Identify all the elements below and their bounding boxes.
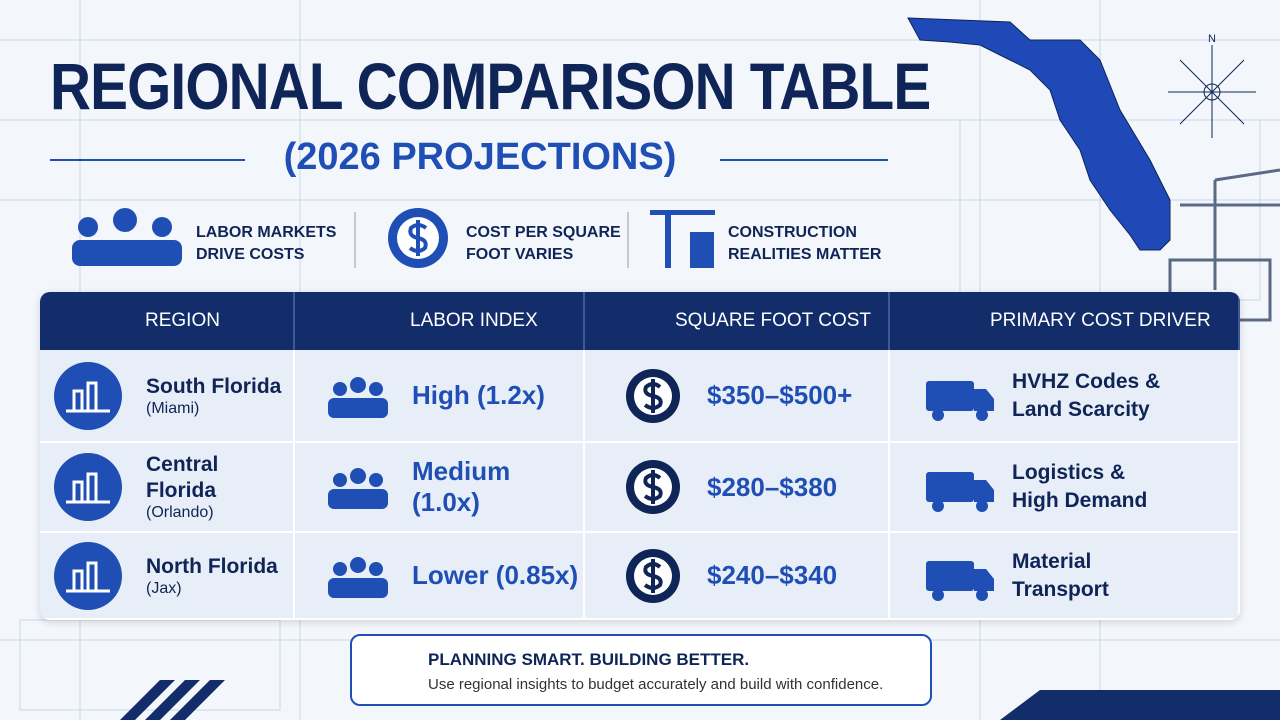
workers-icon (72, 208, 182, 266)
driver-line: Logistics & (1012, 461, 1126, 484)
square-foot-cost: $350–$500+ (707, 380, 853, 410)
driver-cell: Material Transport (890, 533, 1240, 620)
highlight: COST PER SQUARE FOOT VARIES (466, 222, 621, 266)
region-cell: North Florida (Jax) (40, 533, 295, 620)
region-name: South Florida (146, 374, 282, 398)
region-name: Central Florida (146, 453, 219, 502)
cost-icon (626, 460, 680, 514)
cost-cell: $280–$380 (585, 443, 890, 533)
header-cell: LABOR INDEX (295, 292, 585, 350)
comparison-table: REGION LABOR INDEX SQUARE FOOT COST PRIMARY… (40, 292, 1240, 620)
footer-box: PLANNING SMART. BUILDING BETTER. Use reg… (350, 634, 932, 706)
highlight: CONSTRUCTION REALITIES MATTER (728, 222, 881, 266)
driver-text: Material Transport (1012, 548, 1109, 604)
driver-line: Transport (1012, 577, 1109, 601)
header-text: LABOR INDEX (410, 310, 538, 331)
cost-icon (626, 548, 680, 603)
header-text: REGION (145, 310, 220, 331)
compass-label: N (1208, 33, 1216, 45)
square-foot-cost: $280–$380 (707, 471, 838, 502)
footer-title: PLANNING SMART. BUILDING BETTER. (428, 650, 750, 669)
dollar-icon (388, 208, 448, 268)
header-cell: PRIMARY COST DRIVER (890, 292, 1240, 350)
highlight: LABOR MARKETS DRIVE COSTS (196, 222, 336, 266)
crane (1168, 168, 1280, 322)
highlight-line: LABOR MARKETS (196, 224, 337, 241)
driver-line: High Demand (1012, 489, 1148, 512)
labor-index: High (1.2x) (412, 380, 545, 410)
labor-cell: High (1.2x) (295, 350, 585, 443)
region-text: Central Florida (Orlando) (146, 452, 293, 522)
labor-cell: Lower (0.85x) (295, 533, 585, 620)
header-text: PRIMARY COST DRIVER (990, 310, 1211, 331)
crane-icon (650, 210, 715, 268)
region-icon (54, 453, 122, 521)
driver-icon (926, 380, 994, 421)
driver-line: HVHZ Codes & (1012, 369, 1161, 393)
driver-line: Material (1012, 549, 1092, 573)
driver-cell: Logistics & High Demand (890, 443, 1240, 533)
driver-icon (926, 560, 994, 601)
driver-cell: HVHZ Codes & Land Scarcity (890, 350, 1240, 443)
labor-icon (328, 468, 388, 509)
region-icon (54, 541, 122, 610)
region-text: North Florida (Jax) (146, 554, 278, 598)
title: REGIONAL COMPARISON TABLE (50, 49, 931, 123)
labor-index: Medium (1.0x) (412, 456, 511, 517)
header-text: SQUARE FOOT COST (675, 310, 872, 331)
region-cell: South Florida (Miami) (40, 350, 295, 443)
driver-line: Land Scarcity (1012, 397, 1150, 421)
square-foot-cost: $240–$340 (707, 560, 838, 590)
region-area: (Miami) (146, 399, 200, 417)
region-name: North Florida (146, 554, 278, 578)
driver-icon (926, 472, 994, 512)
highlight-line: FOOT VARIES (466, 246, 574, 263)
corner-stripes (120, 680, 1280, 720)
driver-text: HVHZ Codes & Land Scarcity (1012, 368, 1160, 424)
labor-cell: Medium (1.0x) (295, 443, 585, 533)
highlight-line: DRIVE COSTS (196, 246, 305, 263)
labor-icon (328, 556, 388, 598)
footer-text: Use regional insights to budget accurate… (428, 676, 884, 693)
region-text: South Florida (Miami) (146, 374, 281, 418)
header-cell: REGION (40, 292, 295, 350)
region-cell: Central Florida (Orlando) (40, 443, 295, 533)
cost-cell: $350–$500+ (585, 350, 890, 443)
driver-text: Logistics & High Demand (1012, 459, 1147, 515)
region-area: (Jax) (146, 579, 182, 597)
labor-icon (328, 376, 388, 418)
header-cell: SQUARE FOOT COST (585, 292, 890, 350)
subtitle: (2026 PROJECTIONS) (283, 136, 677, 178)
cost-cell: $240–$340 (585, 533, 890, 620)
florida-map (907, 17, 1171, 251)
compass (1168, 45, 1256, 138)
region-icon (54, 361, 122, 430)
region-area: (Orlando) (146, 504, 214, 521)
highlight-line: CONSTRUCTION (728, 224, 857, 241)
cost-icon (626, 368, 680, 423)
labor-index: Lower (0.85x) (412, 560, 579, 590)
highlight-line: COST PER SQUARE (466, 224, 621, 241)
highlight-line: REALITIES MATTER (728, 246, 882, 263)
